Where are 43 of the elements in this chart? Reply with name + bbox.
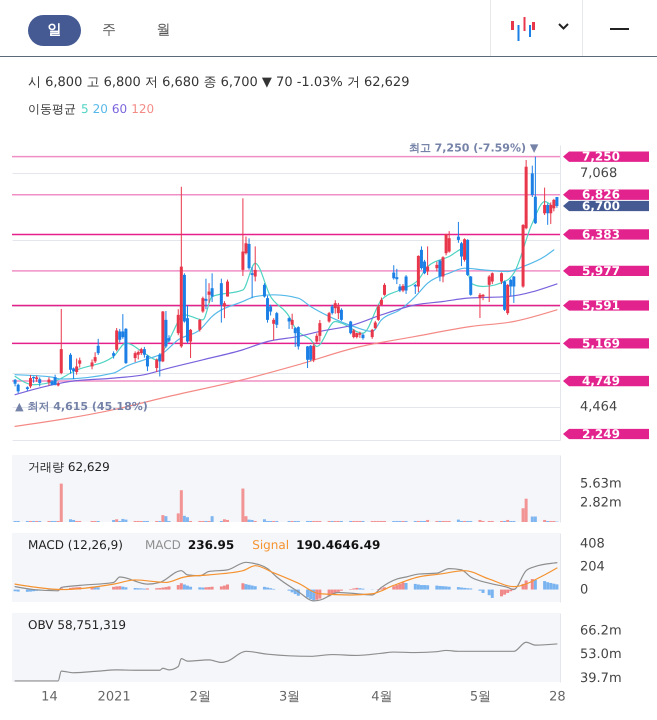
ref-line-label: 4,749: [582, 374, 620, 388]
text: 일: [28, 15, 81, 46]
x-tick-label: 4월: [371, 690, 393, 704]
y-tick-label: 5.63m: [580, 476, 622, 492]
chart-title: MACD (12,26,9): [28, 538, 123, 552]
y-tick-label: 0: [580, 582, 588, 598]
x-tick-label: 28: [549, 690, 566, 704]
ref-line-label: 5,169: [582, 336, 620, 350]
chart-title: 거래량 62,629: [28, 460, 110, 474]
legend-title: 이동평균: [28, 102, 76, 116]
ref-line-label: 6,826: [582, 188, 620, 202]
x-tick-label: 14: [41, 690, 58, 704]
text: 주: [101, 21, 117, 40]
x-tick-label: 3월: [278, 690, 300, 704]
ref-line-label: 5,977: [582, 264, 620, 278]
y-tick-label: 39.7m: [580, 670, 622, 686]
series-label: Signal: [252, 538, 290, 552]
text: 2,249: [582, 427, 620, 441]
chart-subtitle: 시 6,800 고 6,800 저 6,680 종 6,700 ▼ 70 -1.03% 거 62,629: [28, 74, 410, 91]
x-tick-label: 2월: [190, 690, 211, 704]
text: 월: [156, 21, 172, 40]
annotation: 6,700: [582, 199, 620, 214]
text: 120: [131, 102, 154, 116]
y-tick-label: 2.82m: [580, 496, 622, 511]
y-tick-label: 66.2m: [580, 624, 622, 639]
x-tick-label: 2021: [98, 690, 131, 704]
ref-line-label: 7,250: [582, 150, 620, 164]
y-tick-label: 7,068: [580, 166, 618, 181]
y-tick-label: 4,464: [580, 400, 618, 415]
ref-line-label: 6,383: [582, 227, 620, 242]
series-label: MACD: [144, 538, 181, 552]
text: 20: [92, 102, 108, 116]
text: 60: [112, 102, 128, 116]
x-tick-label: 5월: [470, 690, 492, 704]
y-tick-label: 204: [580, 559, 605, 574]
annotation: 236.95: [188, 538, 234, 552]
text: 5: [81, 102, 89, 116]
annotation: 190.4646.49: [296, 538, 380, 552]
chart-title: OBV 58,751,319: [28, 618, 126, 632]
ref-line-label: 5,591: [582, 298, 620, 313]
annotation: 최고 7,250 (-7.59%) ▼: [408, 142, 539, 155]
y-tick-label: 408: [580, 536, 605, 552]
y-tick-label: 53.0m: [580, 647, 622, 662]
